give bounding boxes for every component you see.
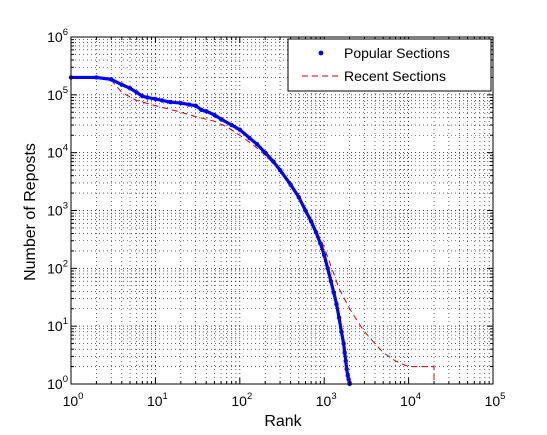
x-tick-label-base: 10 <box>485 393 501 409</box>
y-tick-label: 101 <box>47 316 68 334</box>
y-tick-label-base: 10 <box>47 87 63 103</box>
x-tick-label-base: 10 <box>63 393 79 409</box>
y-tick-label-exponent: 2 <box>63 258 68 269</box>
x-tick-label-exponent: 3 <box>331 391 336 402</box>
x-axis-label: Rank <box>264 413 302 430</box>
legend-popular-marker <box>318 50 324 56</box>
y-tick-label-exponent: 0 <box>63 374 68 385</box>
x-tick-label-exponent: 4 <box>416 391 421 402</box>
legend-popular-label: Popular Sections <box>344 45 450 61</box>
x-tick-label: 103 <box>316 391 337 409</box>
x-tick-label: 104 <box>400 391 421 409</box>
y-axis-label: Number of Reposts <box>22 143 39 281</box>
x-tick-label: 102 <box>231 391 252 409</box>
popular-sections-points-band <box>71 75 352 385</box>
y-tick-label-base: 10 <box>47 376 63 392</box>
y-tick-label: 104 <box>47 143 68 161</box>
x-tick-label-base: 10 <box>147 393 163 409</box>
x-tick-label: 100 <box>63 391 84 409</box>
series-layer <box>68 75 435 387</box>
y-tick-label-base: 10 <box>47 29 63 45</box>
x-tick-label-exponent: 1 <box>163 391 168 402</box>
y-tick-label-base: 10 <box>47 260 63 276</box>
x-tick-label-exponent: 2 <box>247 391 252 402</box>
y-tick-label: 102 <box>47 258 68 276</box>
y-tick-label-exponent: 5 <box>63 85 68 96</box>
y-tick-label-base: 10 <box>47 145 63 161</box>
x-tick-label-base: 10 <box>400 393 416 409</box>
x-tick-label: 105 <box>485 391 506 409</box>
x-tick-label-exponent: 5 <box>500 391 505 402</box>
y-tick-label: 100 <box>47 374 68 392</box>
legend: Popular Sections Recent Sections <box>287 38 492 92</box>
legend-recent-label: Recent Sections <box>344 68 446 84</box>
y-tick-label: 103 <box>47 201 68 219</box>
legend-box <box>287 38 492 92</box>
y-tick-label: 105 <box>47 85 68 103</box>
y-tick-label-base: 10 <box>47 318 63 334</box>
x-tick-label-exponent: 0 <box>78 391 83 402</box>
x-tick-label-base: 10 <box>231 393 247 409</box>
x-tick-label-base: 10 <box>316 393 332 409</box>
y-tick-label-base: 10 <box>47 203 63 219</box>
y-tick-label-exponent: 3 <box>63 201 68 212</box>
y-tick-label-exponent: 1 <box>63 316 68 327</box>
x-tick-label: 101 <box>147 391 168 409</box>
y-tick-label: 106 <box>47 27 68 45</box>
y-tick-label-exponent: 4 <box>63 143 68 154</box>
y-tick-label-exponent: 6 <box>63 27 68 38</box>
